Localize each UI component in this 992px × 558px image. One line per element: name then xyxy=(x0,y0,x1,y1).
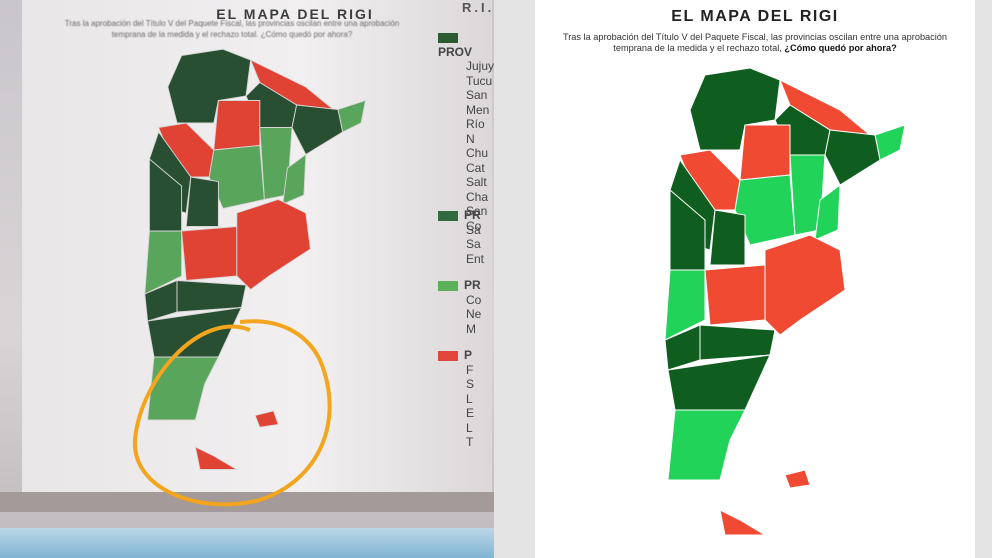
legend-swatch xyxy=(438,32,458,43)
province xyxy=(208,145,265,210)
province xyxy=(664,269,706,341)
legend-item: Tucu xyxy=(466,73,493,88)
province xyxy=(213,100,261,151)
legend-label: P xyxy=(464,348,473,362)
legend-item: S xyxy=(466,377,475,391)
province xyxy=(667,409,746,481)
province-map xyxy=(664,67,906,536)
legend-item: L xyxy=(466,391,473,406)
province xyxy=(254,410,279,428)
highlight-circle xyxy=(132,319,332,507)
legend-item: L xyxy=(466,420,473,435)
province xyxy=(784,469,811,489)
legend-swatch xyxy=(438,350,458,361)
legend-item: Río N xyxy=(466,117,485,146)
left-map xyxy=(132,48,367,507)
province xyxy=(824,129,881,186)
right-map xyxy=(664,67,906,536)
legend-group: PROV Jujuy Tucu San Men Río N Chu Cat Salt Cha San… xyxy=(438,30,494,233)
province xyxy=(194,446,239,470)
province xyxy=(147,356,220,421)
province xyxy=(764,234,846,336)
legend-entry: P xyxy=(438,348,474,363)
legend-item: Ne xyxy=(466,307,482,321)
legend-item: Men xyxy=(466,102,490,117)
legend-entry: PR xyxy=(438,208,484,223)
legend-item: Co xyxy=(466,218,482,233)
legend-item: Sa xyxy=(466,237,481,251)
province xyxy=(181,226,238,281)
province xyxy=(176,280,247,313)
subtitle-question: ¿Cómo quedó por ahora? xyxy=(784,43,897,53)
legend-item: Cat xyxy=(466,160,485,175)
province xyxy=(719,509,767,536)
legend-item: Cha xyxy=(466,189,489,204)
province xyxy=(734,174,796,246)
photo-panel: EL MAPA DEL RIGI Tras la aprobación del … xyxy=(0,0,494,558)
right-subtitle: Tras la aprobación del Título V del Paqu… xyxy=(555,32,955,54)
province xyxy=(874,124,906,161)
province xyxy=(337,99,367,133)
province xyxy=(185,176,219,227)
province xyxy=(704,264,766,326)
left-subtitle: Tras la aprobación del Título V del Paqu… xyxy=(64,19,400,39)
legend-swatch xyxy=(438,210,458,221)
province xyxy=(739,124,791,181)
province-map xyxy=(144,48,367,470)
legend-item: Sa xyxy=(466,222,481,237)
province xyxy=(236,199,311,291)
province xyxy=(282,153,307,205)
legend-heading: R.I.G. xyxy=(462,0,494,15)
legend-item: Chu xyxy=(466,146,489,160)
legend-item: E xyxy=(466,406,475,420)
legend-item: M xyxy=(466,321,476,336)
strip xyxy=(0,528,494,558)
legend-group: PR Co Ne M xyxy=(438,278,481,336)
legend-label: PR xyxy=(464,278,481,292)
legend-item: Co xyxy=(466,292,482,307)
legend-item: Jujuy xyxy=(466,59,494,73)
left-title: EL MAPA DEL RIGI xyxy=(216,6,374,22)
province xyxy=(144,230,183,295)
legend-item: Ent xyxy=(466,251,485,266)
province xyxy=(814,183,841,241)
subtitle-text: Tras la aprobación del Título V del Paqu… xyxy=(562,32,948,53)
digital-panel: EL MAPA DEL RIGI Tras la aprobación del … xyxy=(535,0,975,558)
legend-entry: PR xyxy=(438,278,481,293)
legend-entry: PROV xyxy=(438,30,494,59)
legend-item: San xyxy=(466,204,488,218)
legend-item: Salt xyxy=(466,175,487,189)
legend-group: PR Sa Sa Ent xyxy=(438,208,484,266)
right-title: EL MAPA DEL RIGI xyxy=(671,8,839,25)
legend-item: T xyxy=(466,435,474,449)
province xyxy=(709,209,746,266)
legend-label: PR xyxy=(464,208,481,222)
legend-item: San xyxy=(466,88,488,102)
province xyxy=(291,104,344,156)
legend-item: F xyxy=(466,362,474,377)
legend-swatch xyxy=(438,280,458,291)
province xyxy=(699,324,776,361)
legend-label: PROV xyxy=(438,44,473,59)
